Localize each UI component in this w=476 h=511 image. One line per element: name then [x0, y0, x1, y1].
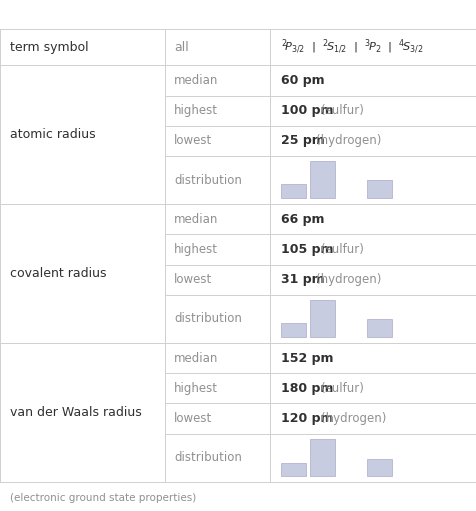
Bar: [309, 161, 334, 198]
Bar: [367, 319, 391, 337]
Bar: [367, 459, 391, 476]
Text: 25 pm: 25 pm: [281, 134, 325, 147]
Text: 60 pm: 60 pm: [281, 74, 324, 87]
Text: highest: highest: [174, 243, 218, 256]
Text: van der Waals radius: van der Waals radius: [10, 406, 141, 419]
Text: highest: highest: [174, 382, 218, 395]
Text: (sulfur): (sulfur): [321, 243, 364, 256]
Text: (hydrogen): (hydrogen): [321, 412, 386, 425]
Text: lowest: lowest: [174, 412, 212, 425]
Text: lowest: lowest: [174, 134, 212, 147]
Text: 105 pm: 105 pm: [281, 243, 333, 256]
Bar: [281, 463, 306, 476]
Text: highest: highest: [174, 104, 218, 117]
Text: 152 pm: 152 pm: [281, 352, 333, 365]
Bar: [281, 184, 306, 198]
Text: (hydrogen): (hydrogen): [316, 134, 381, 147]
Bar: [281, 323, 306, 337]
Text: distribution: distribution: [174, 312, 241, 326]
Text: 120 pm: 120 pm: [281, 412, 333, 425]
Bar: [309, 300, 334, 337]
Text: median: median: [174, 352, 218, 365]
Text: term symbol: term symbol: [10, 40, 88, 54]
Text: (sulfur): (sulfur): [321, 382, 364, 395]
Text: median: median: [174, 74, 218, 87]
Text: (hydrogen): (hydrogen): [316, 273, 381, 286]
Text: covalent radius: covalent radius: [10, 267, 106, 280]
Text: $^{2}\!P_{3/2}$  |  $^{2}\!S_{1/2}$  |  $^{3}\!P_{2}$  |  $^{4}\!S_{3/2}$: $^{2}\!P_{3/2}$ | $^{2}\!S_{1/2}$ | $^{3…: [281, 38, 423, 56]
Text: 66 pm: 66 pm: [281, 213, 324, 226]
Text: (sulfur): (sulfur): [321, 104, 364, 117]
Text: distribution: distribution: [174, 451, 241, 464]
Text: (electronic ground state properties): (electronic ground state properties): [10, 493, 195, 503]
Text: 100 pm: 100 pm: [281, 104, 333, 117]
Text: distribution: distribution: [174, 174, 241, 187]
Text: 31 pm: 31 pm: [281, 273, 324, 286]
Text: atomic radius: atomic radius: [10, 128, 95, 142]
Text: all: all: [174, 40, 188, 54]
Bar: [309, 439, 334, 476]
Text: median: median: [174, 213, 218, 226]
Text: lowest: lowest: [174, 273, 212, 286]
Text: 180 pm: 180 pm: [281, 382, 333, 395]
Bar: [367, 180, 391, 198]
